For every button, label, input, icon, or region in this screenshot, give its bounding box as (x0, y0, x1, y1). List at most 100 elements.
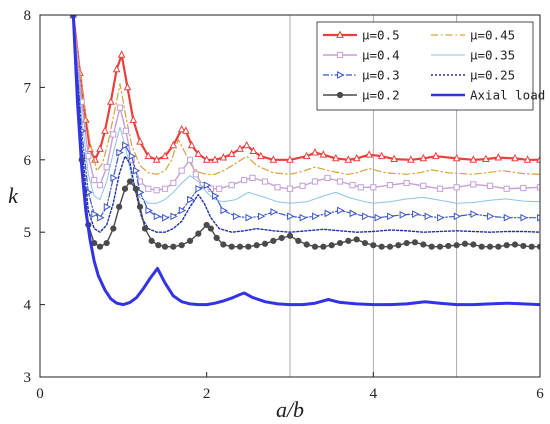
data-point (428, 243, 435, 250)
data-point (78, 98, 85, 105)
data-point (96, 144, 104, 152)
data-point (242, 140, 251, 149)
data-point (178, 242, 185, 249)
legend-item-3: μ=0.35 (431, 48, 515, 63)
legend-label: μ=0.35 (470, 48, 515, 63)
data-point (170, 212, 178, 221)
legend-label: μ=0.2 (362, 88, 400, 103)
data-point (453, 242, 460, 249)
legend-marker (336, 51, 344, 59)
legend-item-7: Axial load (431, 88, 545, 103)
series-line-1 (72, 15, 540, 175)
data-point (487, 212, 495, 221)
data-point (352, 153, 361, 162)
data-point (178, 206, 187, 215)
data-point (122, 127, 129, 134)
data-point (349, 209, 357, 218)
data-point (219, 153, 228, 161)
data-point (274, 184, 281, 191)
data-point (186, 156, 194, 163)
series-line-7 (71, 15, 540, 307)
data-point (136, 137, 144, 145)
y-tick-label: 4 (24, 298, 32, 314)
data-point (520, 242, 527, 250)
data-point (386, 243, 394, 250)
data-point (112, 64, 121, 73)
data-point (257, 212, 266, 221)
y-tick-label: 6 (24, 153, 32, 169)
legend-label: Axial load (470, 88, 545, 103)
data-point (161, 151, 169, 160)
data-point (249, 146, 258, 155)
data-point (152, 155, 161, 163)
y-tick-label: 8 (24, 8, 32, 24)
data-point (424, 212, 432, 221)
data-point (286, 155, 294, 163)
data-point (213, 234, 220, 242)
series-5 (72, 15, 540, 233)
data-point (503, 185, 510, 192)
data-point (161, 185, 169, 192)
data-point (153, 187, 160, 194)
data-point (123, 82, 132, 91)
data-point (96, 243, 104, 250)
data-point (227, 149, 236, 157)
data-point (390, 154, 398, 162)
data-point (287, 212, 295, 221)
data-point (257, 151, 265, 160)
data-point (503, 213, 512, 222)
data-point (216, 185, 223, 192)
data-point (311, 243, 319, 250)
data-point (324, 174, 331, 182)
series-4 (70, 15, 540, 222)
data-point (436, 243, 444, 250)
data-point (261, 240, 269, 247)
data-point (302, 151, 311, 160)
data-point (528, 243, 535, 250)
data-point (141, 225, 149, 232)
data-point (121, 185, 129, 192)
data-point (116, 203, 123, 210)
y-axis-title: k (8, 183, 19, 208)
x-axis-title: a/b (276, 397, 304, 422)
data-point (203, 181, 212, 189)
data-point (445, 242, 452, 250)
x-tick-label: 0 (36, 386, 44, 402)
data-point (353, 236, 360, 243)
data-point (116, 104, 124, 111)
data-point (110, 225, 117, 232)
data-point (236, 243, 244, 250)
data-point (97, 213, 105, 222)
data-point (261, 178, 269, 185)
data-point (319, 150, 328, 158)
data-point (461, 240, 469, 247)
data-point (117, 50, 126, 58)
axis-ticks: 0 2 4 6 3 4 5 6 7 8 (24, 8, 545, 402)
data-point (241, 176, 248, 184)
data-point (161, 243, 169, 250)
legend-marker (336, 30, 344, 38)
data-point (212, 192, 220, 200)
data-point (453, 212, 462, 221)
data-point (419, 153, 428, 162)
data-point (470, 181, 477, 188)
data-point (420, 241, 427, 248)
legend-label: μ=0.5 (362, 28, 400, 43)
data-point (270, 237, 277, 244)
data-point (101, 126, 109, 134)
data-point (365, 150, 373, 158)
data-point (312, 212, 320, 221)
data-point (299, 213, 307, 222)
data-point (536, 243, 540, 250)
data-point (129, 115, 138, 123)
data-point (470, 210, 478, 218)
data-point (495, 243, 502, 250)
legend-label: μ=0.45 (470, 28, 515, 43)
plot-frame (39, 14, 541, 378)
series-line-5 (72, 15, 540, 233)
data-point (478, 243, 485, 250)
data-point (345, 237, 352, 244)
data-point (103, 239, 110, 247)
